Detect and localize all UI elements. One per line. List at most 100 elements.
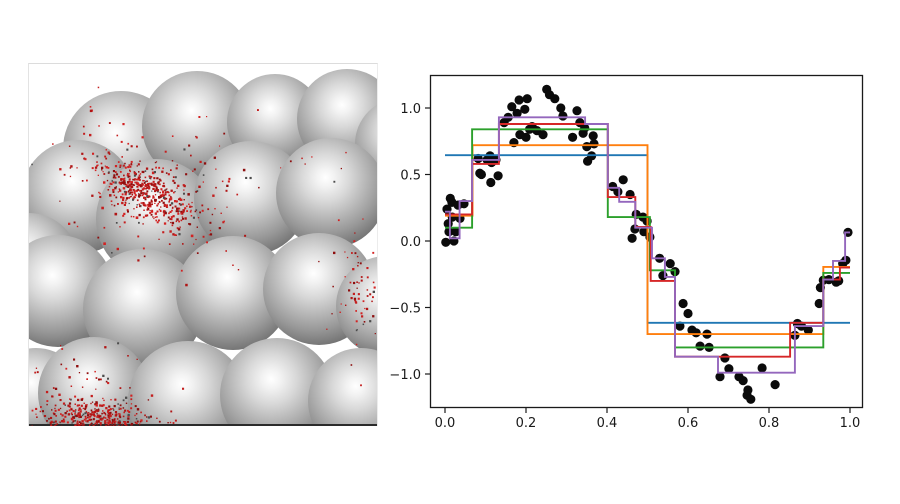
red-dust-dot xyxy=(112,191,115,193)
red-dust-dot xyxy=(133,208,135,210)
red-dust-dot xyxy=(146,416,148,418)
red-dust-dot xyxy=(130,403,133,405)
red-dust-dot xyxy=(105,407,108,410)
red-dust-dot xyxy=(165,206,168,208)
red-dust-dot xyxy=(113,194,116,197)
red-dust-dot xyxy=(190,209,192,211)
red-dust-dot xyxy=(115,222,118,224)
red-dust-dot xyxy=(66,421,69,424)
red-dust-dot xyxy=(51,409,53,411)
red-dust-dot xyxy=(131,422,134,425)
red-dust-dot xyxy=(54,404,57,407)
red-dust-dot xyxy=(153,188,156,190)
red-dust-dot xyxy=(80,404,83,407)
step-fit-orange xyxy=(445,144,850,336)
red-dust-dot xyxy=(143,182,146,184)
red-dust-dot xyxy=(167,422,169,424)
red-dust-dot xyxy=(141,188,144,191)
red-dust-dot xyxy=(83,418,86,421)
red-dust-dot xyxy=(358,282,360,284)
red-dust-dot xyxy=(135,418,138,420)
red-dust-dot xyxy=(107,414,110,417)
red-dust-dot xyxy=(148,203,152,206)
red-dust-dot xyxy=(154,199,157,201)
red-dust-dot xyxy=(77,398,80,402)
red-dust-dot xyxy=(198,116,201,118)
red-dust-dot xyxy=(114,423,116,426)
red-dust-dot xyxy=(127,413,130,417)
red-dust-dot xyxy=(187,193,190,196)
red-dust-dot xyxy=(117,161,120,163)
red-dust-dot xyxy=(127,420,129,423)
red-dust-dot xyxy=(149,182,152,185)
red-dust-dot xyxy=(138,194,141,197)
red-dust-dot xyxy=(178,210,180,212)
red-dust-dot xyxy=(130,394,133,397)
red-dust-dot xyxy=(138,179,141,181)
scatter-point xyxy=(715,372,725,382)
red-dust-dot xyxy=(110,200,113,202)
red-dust-dot xyxy=(157,203,160,205)
red-dust-dot xyxy=(354,252,357,255)
red-dust-dot xyxy=(150,200,153,203)
x-axis-tick-label: 0.6 xyxy=(678,416,699,431)
red-dust-dot xyxy=(362,323,365,326)
red-dust-dot xyxy=(130,407,133,410)
red-dust-dot xyxy=(96,421,98,424)
red-dust-dot xyxy=(127,172,129,175)
red-dust-dot xyxy=(83,132,86,135)
red-dust-dot xyxy=(223,220,225,222)
red-dust-dot xyxy=(153,217,155,220)
red-dust-dot xyxy=(103,226,106,229)
red-dust-dot xyxy=(127,185,130,188)
red-dust-dot xyxy=(94,403,96,406)
red-dust-dot xyxy=(165,205,167,207)
red-dust-dot xyxy=(90,415,92,417)
red-dust-dot xyxy=(90,394,93,398)
red-dust-dot xyxy=(117,425,120,426)
red-dust-dot xyxy=(191,206,193,208)
red-dust-dot xyxy=(139,205,141,207)
red-dust-dot xyxy=(147,184,150,188)
y-axis-tick-label: 0.5 xyxy=(400,168,421,183)
red-dust-dot xyxy=(130,145,133,148)
red-dust-dot xyxy=(366,276,369,279)
red-dust-dot xyxy=(148,187,151,190)
red-dust-dot xyxy=(142,192,145,195)
red-dust-dot xyxy=(154,202,156,204)
red-dust-dot xyxy=(74,424,77,426)
red-dust-dot xyxy=(184,207,187,210)
red-dust-dot xyxy=(70,417,74,420)
red-dust-dot xyxy=(143,192,146,194)
red-dust-dot xyxy=(95,401,98,404)
red-dust-dot xyxy=(84,405,87,408)
red-dust-dot xyxy=(147,182,150,186)
red-dust-dot xyxy=(114,165,118,168)
atomistic-render-panel xyxy=(28,63,378,426)
red-dust-dot xyxy=(97,236,100,239)
red-dust-dot xyxy=(110,399,112,401)
red-dust-dot xyxy=(42,410,44,413)
red-dust-dot xyxy=(123,212,126,215)
scatter-point xyxy=(451,227,461,237)
red-dust-dot xyxy=(138,171,140,173)
red-dust-dot xyxy=(105,149,107,151)
red-dust-dot xyxy=(136,185,138,188)
red-dust-dot xyxy=(127,355,129,357)
red-dust-dot xyxy=(114,177,117,179)
red-dust-dot xyxy=(69,398,71,400)
red-dust-dot xyxy=(151,203,153,206)
red-dust-dot xyxy=(78,414,81,417)
red-dust-dot xyxy=(89,106,92,108)
red-dust-dot xyxy=(172,233,175,236)
red-dust-dot xyxy=(117,203,119,205)
red-dust-dot xyxy=(355,310,357,312)
red-dust-dot xyxy=(122,178,125,181)
red-dust-dot xyxy=(357,293,360,296)
red-dust-dot xyxy=(81,423,83,425)
red-dust-dot xyxy=(96,420,99,423)
red-dust-dot xyxy=(114,212,118,216)
red-dust-dot xyxy=(174,176,177,179)
red-dust-dot xyxy=(331,313,333,315)
red-dust-dot xyxy=(170,196,172,198)
